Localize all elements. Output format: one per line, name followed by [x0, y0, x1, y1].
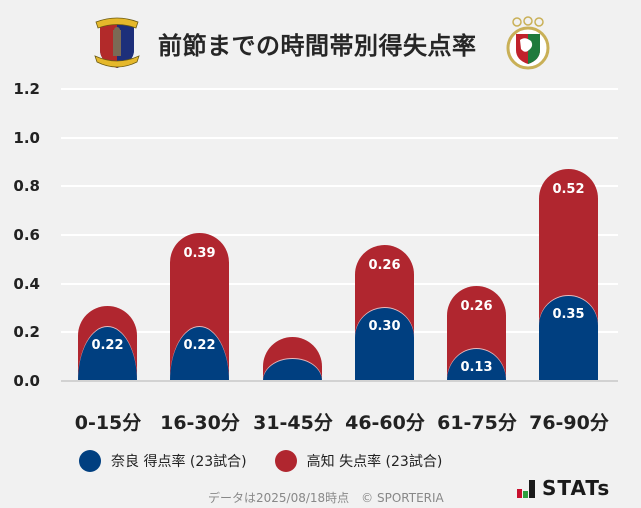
- gridline: [61, 88, 618, 90]
- chart-legend: 奈良 得点率 (23試合) 高知 失点率 (23試合): [79, 450, 470, 472]
- bar-segment-nara-scored: [263, 359, 322, 381]
- bar-value-label: 0.39: [183, 245, 216, 261]
- y-tick-label: 0.4: [13, 275, 40, 293]
- x-tick-label: 76-90分: [529, 412, 609, 434]
- y-tick-label: 0.6: [13, 226, 40, 244]
- stacked-bar: 0.26 0.30: [355, 244, 414, 381]
- stacked-bar-chart: 1.2 1.0 0.8 0.6 0.4 0.2 0.0 0.22 0.39 0.22…: [13, 80, 618, 390]
- stacked-bar: [263, 337, 322, 381]
- x-tick-label: 31-45分: [253, 412, 333, 434]
- x-tick-label: 46-60分: [345, 412, 425, 434]
- legend-item-kochi[interactable]: 高知 失点率 (23試合): [274, 450, 443, 472]
- bar-value-label: 0.22: [91, 338, 124, 354]
- stacked-bar: 0.22: [78, 305, 137, 381]
- y-tick-label: 1.0: [13, 129, 40, 147]
- x-axis-baseline: [61, 380, 618, 382]
- bar-value-label: 0.13: [460, 360, 493, 376]
- y-tick-label: 0.0: [13, 372, 40, 390]
- bar-segment-nara-scored: [355, 308, 414, 381]
- x-tick-label: 61-75分: [437, 412, 517, 434]
- bar-value-label: 0.22: [183, 338, 216, 354]
- gridline: [61, 283, 618, 285]
- x-tick-label: 16-30分: [160, 412, 240, 434]
- kochi-united-crest-icon: [506, 16, 550, 70]
- legend-swatch-blue-icon: [79, 450, 101, 472]
- bar-value-label: 0.52: [552, 182, 585, 198]
- y-tick-label: 1.2: [13, 80, 40, 98]
- data-source-note: データは2025/08/18時点 © SPORTERIA: [208, 491, 444, 505]
- stats-bars-icon: [517, 480, 536, 498]
- stacked-bar: 0.52 0.35: [539, 169, 598, 381]
- stacked-bar: 0.26 0.13: [447, 286, 506, 381]
- gridline: [61, 234, 618, 236]
- gridline: [61, 137, 618, 139]
- legend-swatch-red-icon: [274, 450, 297, 472]
- legend-label: 奈良 得点率 (23試合): [111, 454, 247, 470]
- stats-brand-text: STATs: [542, 476, 611, 500]
- legend-item-nara[interactable]: 奈良 得点率 (23試合): [79, 450, 247, 472]
- y-tick-label: 0.8: [13, 177, 40, 195]
- chart-title: 前節までの時間帯別得失点率: [158, 32, 477, 60]
- chart-header: 前節までの時間帯別得失点率: [0, 14, 641, 70]
- bar-value-label: 0.26: [460, 299, 493, 315]
- x-tick-label: 0-15分: [74, 412, 142, 434]
- y-tick-label: 0.2: [13, 323, 40, 341]
- bar-segment-nara-scored: [539, 295, 598, 381]
- bar-value-label: 0.26: [368, 257, 401, 273]
- gridline: [61, 331, 618, 333]
- nara-club-crest-icon: [94, 17, 140, 68]
- legend-label: 高知 失点率 (23試合): [306, 454, 443, 470]
- bar-value-label: 0.30: [368, 319, 401, 334]
- stats-brand-logo: STATs: [517, 478, 610, 498]
- stacked-bar: 0.39 0.22: [170, 232, 229, 381]
- bar-value-label: 0.35: [552, 306, 585, 322]
- gridline: [61, 185, 618, 187]
